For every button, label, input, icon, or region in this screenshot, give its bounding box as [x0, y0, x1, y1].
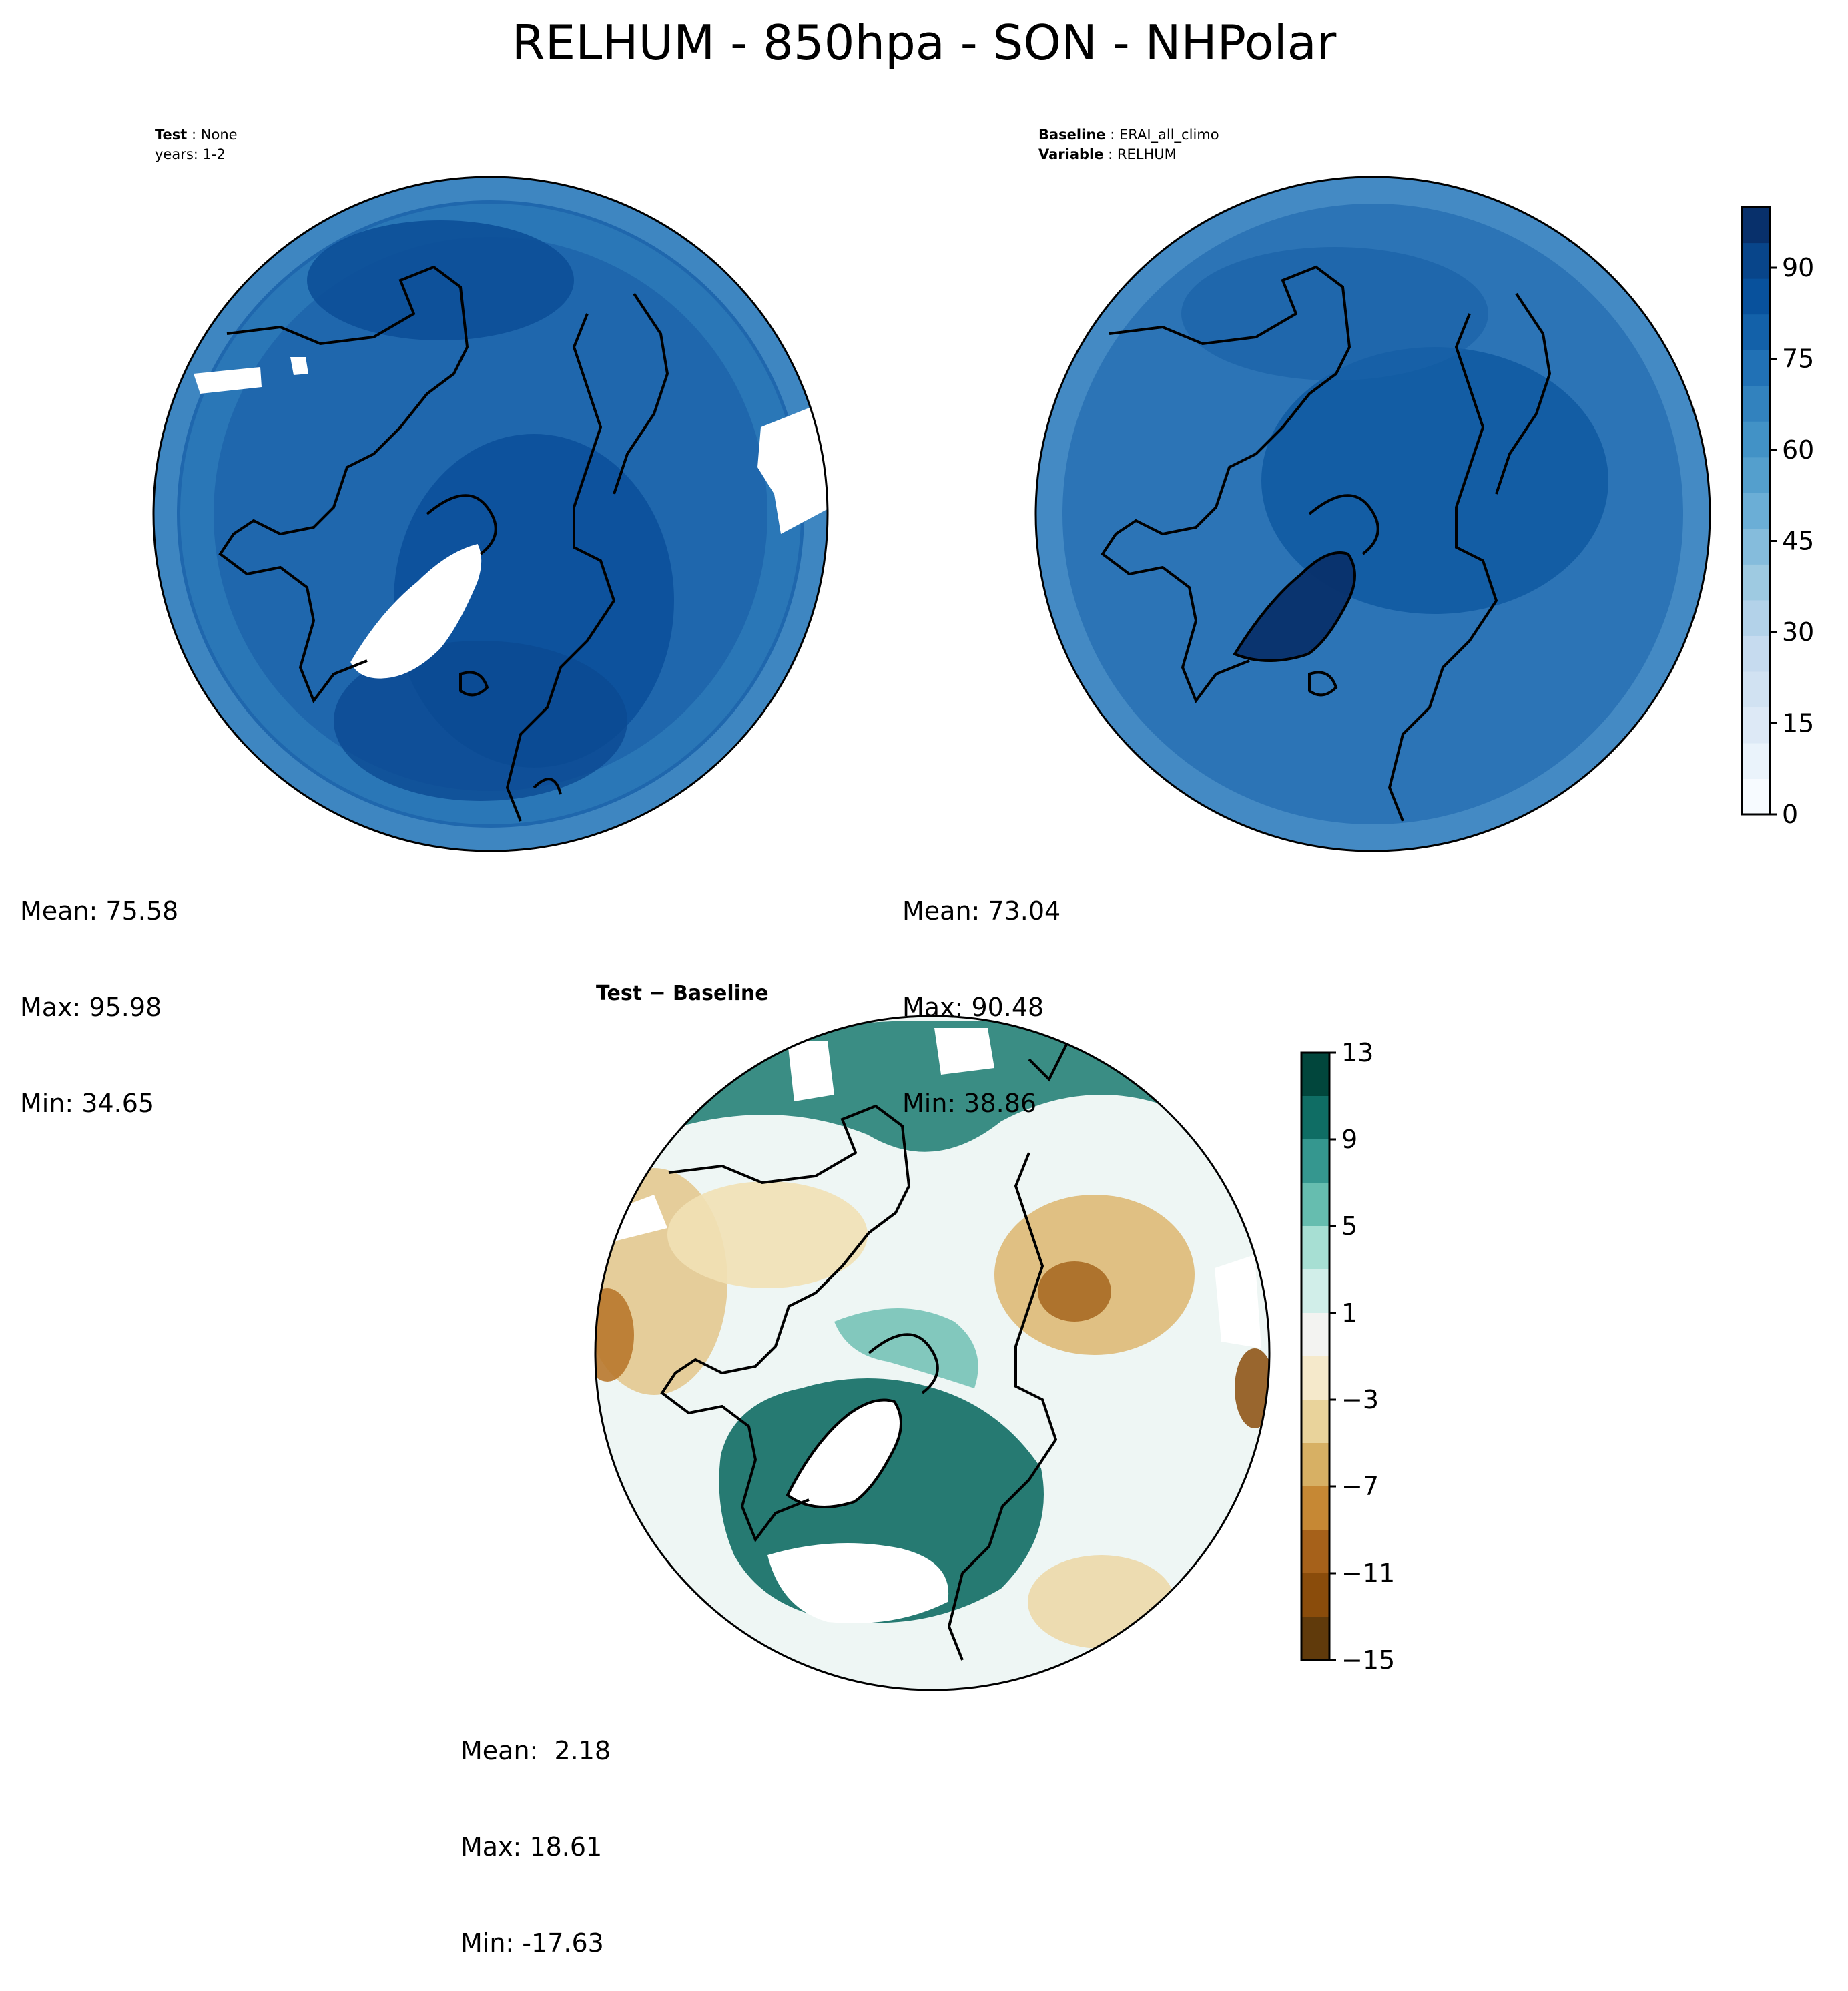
- diff-missing-greenland: [788, 1400, 901, 1507]
- difference-stats: Mean: 2.18 Max: 18.61 Min: -17.63: [460, 1671, 611, 1991]
- diff-missing-north-2: [934, 1028, 994, 1075]
- difference-colorbar-segment: [1301, 1573, 1329, 1617]
- relhum-colorbar-segment: [1742, 635, 1770, 672]
- relhum-colorbar-segment: [1742, 599, 1770, 636]
- difference-colorbar-tick-label: −11: [1341, 1558, 1395, 1588]
- figure-title: RELHUM - 850hpa - SON - NHPolar: [511, 15, 1337, 71]
- test-stat-max: Max: 95.98: [20, 992, 162, 1022]
- difference-colorbar-tick-label: −15: [1341, 1645, 1395, 1675]
- relhum-colorbar-tick-label: 0: [1782, 800, 1798, 829]
- difference-stat-min: Min: -17.63: [460, 1928, 604, 1958]
- relhum-colorbar-segment: [1742, 314, 1770, 350]
- difference-colorbar-segment: [1301, 1443, 1329, 1487]
- baseline-meta-line-2: Variable : RELHUM: [1038, 146, 1177, 162]
- difference-colorbar-segment: [1301, 1313, 1329, 1357]
- test-meta: Test : None years: 1-2: [155, 125, 238, 164]
- diff-neg-southeast: [1028, 1555, 1175, 1649]
- difference-colorbar: 13 9 5 1 −3 −7 −11 −15: [1300, 1038, 1395, 1675]
- difference-colorbar-tick-label: −3: [1341, 1385, 1379, 1414]
- difference-colorbar-tick-label: 5: [1341, 1211, 1357, 1241]
- test-stat-mean: Mean: 75.58: [20, 896, 179, 926]
- difference-colorbar-segment: [1301, 1486, 1329, 1530]
- difference-colorbar-segment: [1301, 1617, 1329, 1661]
- relhum-colorbar-tick-label: 45: [1782, 527, 1814, 556]
- difference-colorbar-segment: [1301, 1530, 1329, 1574]
- baseline-dark-region-north: [1181, 247, 1488, 380]
- relhum-colorbar-segment: [1742, 564, 1770, 601]
- relhum-colorbar-segment: [1742, 528, 1770, 565]
- difference-title: Test − Baseline: [596, 982, 769, 1005]
- relhum-colorbar-segment: [1742, 207, 1770, 244]
- difference-map-border: [594, 1015, 1271, 1691]
- difference-colorbar-frame: [1300, 1051, 1331, 1661]
- test-dark-region-north: [307, 220, 574, 340]
- test-missing-west: [194, 367, 262, 394]
- baseline-meta: Baseline : ERAI_all_climo Variable : REL…: [1038, 125, 1219, 164]
- test-stats: Mean: 75.58 Max: 95.98 Min: 34.65: [20, 831, 178, 1151]
- test-missing-west-2: [290, 357, 308, 375]
- baseline-stats: Mean: 73.04 Max: 90.48 Min: 38.86: [902, 831, 1060, 1151]
- test-dark-region-atlantic: [334, 641, 627, 801]
- relhum-colorbar-segment: [1742, 278, 1770, 315]
- difference-colorbar-tick-label: 1: [1341, 1298, 1357, 1328]
- diff-neg-west-core: [595, 1288, 634, 1382]
- relhum-colorbar-segment: [1742, 457, 1770, 493]
- baseline-stat-max: Max: 90.48: [902, 992, 1044, 1022]
- difference-colorbar-segment: [1301, 1096, 1329, 1140]
- relhum-colorbar-tick-label: 60: [1782, 435, 1814, 465]
- diff-pos-arc: [834, 1308, 978, 1388]
- diff-neg-northeast-core: [1038, 1261, 1111, 1322]
- baseline-stat-mean: Mean: 73.04: [902, 896, 1061, 926]
- difference-stat-mean: Mean: 2.18: [460, 1736, 611, 1765]
- diff-missing-east: [1215, 1255, 1261, 1348]
- difference-colorbar-segment: [1301, 1356, 1329, 1400]
- baseline-map-border: [1034, 176, 1711, 852]
- difference-colorbar-segment: [1301, 1226, 1329, 1270]
- test-missing-greenland: [350, 544, 482, 679]
- baseline-greenland-dark: [1235, 553, 1355, 661]
- difference-colorbar-tick-label: 9: [1341, 1125, 1357, 1154]
- difference-colorbar-tick-label: −7: [1341, 1472, 1379, 1501]
- relhum-colorbar-segment: [1742, 778, 1770, 815]
- test-map-border: [152, 176, 829, 852]
- relhum-colorbar-segment: [1742, 385, 1770, 422]
- relhum-colorbar-frame: [1741, 206, 1771, 816]
- relhum-colorbar-segment: [1742, 493, 1770, 529]
- test-meta-line-1: Test : None: [155, 127, 238, 143]
- difference-colorbar-segment: [1301, 1269, 1329, 1314]
- test-meta-line-2: years: 1-2: [155, 146, 226, 162]
- relhum-colorbar-segment: [1742, 350, 1770, 386]
- difference-map: [594, 1015, 1271, 1691]
- difference-colorbar-segment: [1301, 1183, 1329, 1227]
- difference-colorbar-segment: [1301, 1053, 1329, 1097]
- difference-colorbar-segment: [1301, 1400, 1329, 1444]
- test-missing-east: [757, 400, 828, 534]
- relhum-colorbar-segment: [1742, 242, 1770, 279]
- test-stat-min: Min: 34.65: [20, 1089, 155, 1118]
- relhum-colorbar-segment: [1742, 671, 1770, 708]
- baseline-dark-region-center: [1261, 347, 1608, 614]
- difference-colorbar-segment: [1301, 1139, 1329, 1183]
- difference-stat-max: Max: 18.61: [460, 1832, 603, 1862]
- relhum-colorbar-segment: [1742, 707, 1770, 744]
- relhum-colorbar-tick-label: 15: [1782, 709, 1814, 738]
- test-map: [152, 176, 829, 852]
- relhum-colorbar-tick-label: 90: [1782, 253, 1814, 282]
- baseline-map: [1034, 176, 1711, 852]
- figure-canvas: 0 15 30 45 60 75 90 13 9 5 1 −3 −7 −11 −15: [152, 176, 1814, 1691]
- relhum-colorbar: 0 15 30 45 60 75 90: [1741, 206, 1814, 829]
- difference-colorbar-tick-label: 13: [1341, 1038, 1373, 1067]
- diff-missing-north-1: [788, 1041, 834, 1101]
- baseline-stat-min: Min: 38.86: [902, 1089, 1037, 1118]
- relhum-colorbar-tick-label: 75: [1782, 344, 1814, 374]
- relhum-colorbar-tick-label: 30: [1782, 617, 1814, 647]
- diff-coastlines: [660, 1025, 1097, 1661]
- diff-neg-northwest: [667, 1181, 868, 1288]
- baseline-meta-line-1: Baseline : ERAI_all_climo: [1038, 127, 1219, 143]
- relhum-colorbar-segment: [1742, 742, 1770, 780]
- diff-missing-south: [767, 1543, 949, 1623]
- diff-pos-north-band: [641, 1021, 1215, 1152]
- relhum-colorbar-segment: [1742, 421, 1770, 458]
